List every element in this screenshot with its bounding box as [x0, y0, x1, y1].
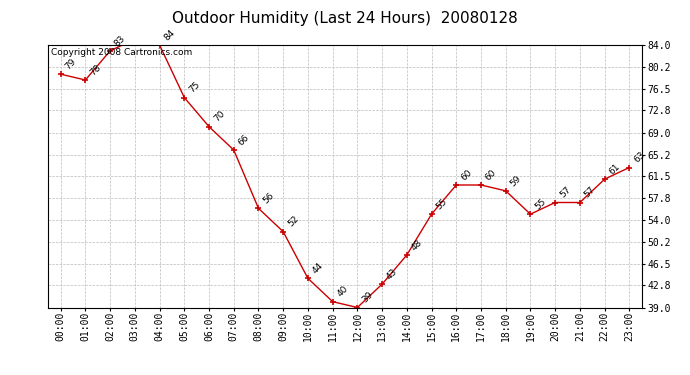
- Text: 60: 60: [484, 168, 498, 182]
- Text: 85: 85: [0, 374, 1, 375]
- Text: 57: 57: [558, 185, 573, 200]
- Text: 79: 79: [63, 57, 78, 71]
- Text: 44: 44: [310, 261, 325, 276]
- Text: 52: 52: [286, 214, 300, 229]
- Text: 40: 40: [335, 285, 350, 299]
- Text: 39: 39: [360, 290, 375, 305]
- Text: 55: 55: [434, 197, 448, 211]
- Text: 61: 61: [607, 162, 622, 176]
- Text: 60: 60: [459, 168, 473, 182]
- Text: Outdoor Humidity (Last 24 Hours)  20080128: Outdoor Humidity (Last 24 Hours) 2008012…: [172, 11, 518, 26]
- Text: 55: 55: [533, 197, 548, 211]
- Text: 75: 75: [187, 80, 201, 95]
- Text: 56: 56: [262, 191, 276, 206]
- Text: 48: 48: [410, 238, 424, 252]
- Text: 43: 43: [385, 267, 400, 281]
- Text: 83: 83: [113, 33, 128, 48]
- Text: 84: 84: [162, 28, 177, 42]
- Text: Copyright 2008 Cartronics.com: Copyright 2008 Cartronics.com: [51, 48, 193, 57]
- Text: 63: 63: [632, 150, 647, 165]
- Text: 66: 66: [237, 133, 251, 147]
- Text: 70: 70: [212, 110, 226, 124]
- Text: 78: 78: [88, 63, 103, 77]
- Text: 57: 57: [582, 185, 597, 200]
- Text: 59: 59: [509, 174, 523, 188]
